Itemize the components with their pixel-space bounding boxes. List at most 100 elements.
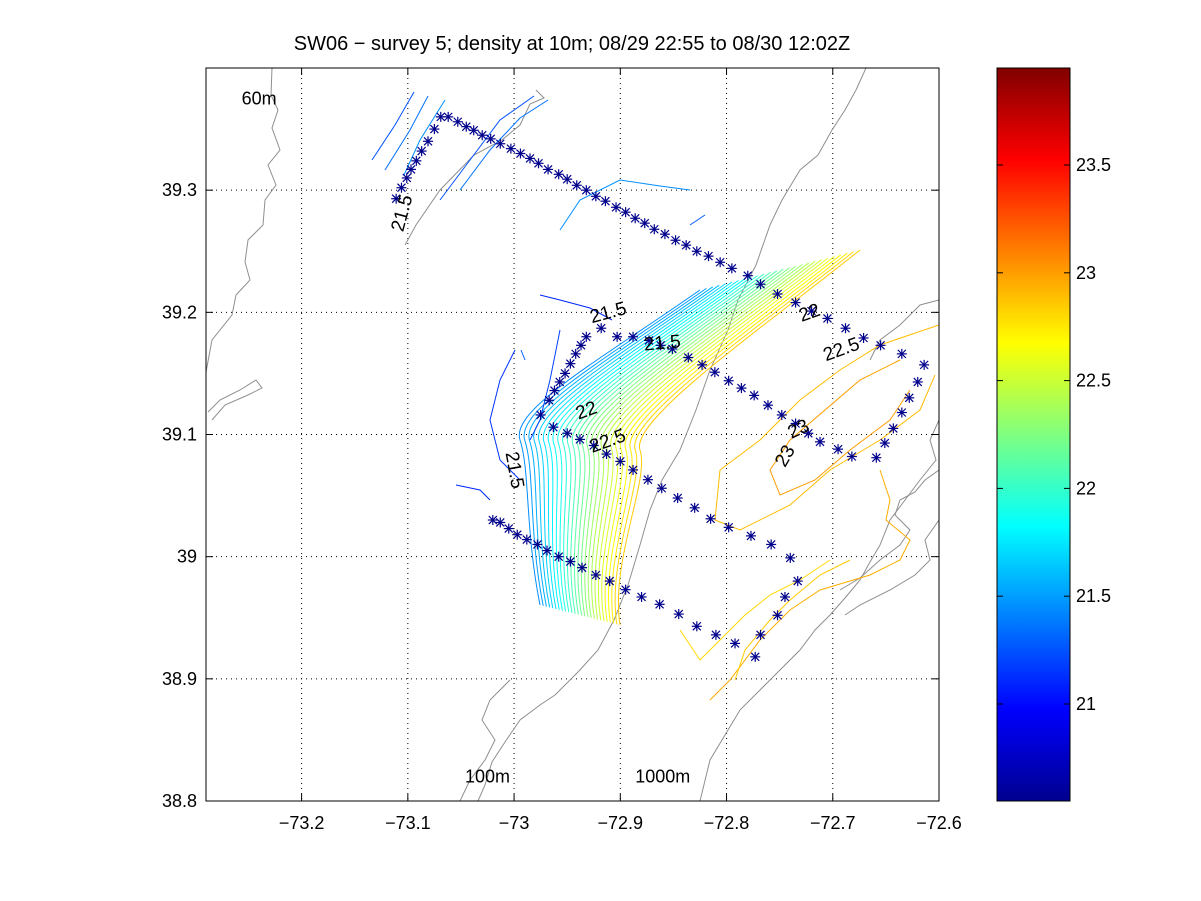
isobath-3 (839, 469, 939, 591)
contour-line (570, 271, 771, 614)
station-marker (554, 376, 565, 387)
station-marker (565, 358, 576, 369)
station-marker (503, 523, 514, 534)
colorbar-tick-label: 21.5 (1076, 586, 1111, 606)
station-marker (612, 331, 623, 342)
isobath-label: 60m (242, 89, 277, 109)
isobath-lines (206, 68, 939, 801)
station-marker (396, 182, 407, 193)
station-marker (904, 392, 915, 403)
station-marker (888, 423, 899, 434)
y-tick-label: 38.9 (162, 669, 197, 689)
station-marker (560, 368, 571, 379)
station-marker (429, 124, 440, 135)
contour-line (604, 256, 835, 622)
colorbar-tick-label: 22 (1076, 478, 1096, 498)
station-marker (562, 428, 573, 439)
contour-line (523, 287, 707, 606)
station-marker (745, 530, 756, 541)
station-marker (755, 279, 766, 290)
station-marker (642, 474, 653, 485)
station-marker (543, 164, 554, 175)
station-marker (681, 240, 692, 251)
isobath-60m-patch (207, 379, 263, 421)
y-tick-label: 39 (177, 547, 197, 567)
station-marker (553, 551, 564, 562)
contour-line (439, 95, 535, 201)
x-tick-label: −73 (499, 813, 530, 833)
station-marker (590, 569, 601, 580)
contour-line (518, 289, 701, 606)
plot-area (206, 68, 939, 801)
station-marker (562, 174, 573, 185)
station-marker (505, 143, 516, 154)
contour-line (547, 279, 739, 610)
y-tick-label: 39.1 (162, 425, 197, 445)
station-marker (703, 251, 714, 262)
station-marker (553, 169, 564, 180)
station-marker (636, 591, 647, 602)
station-marker (846, 451, 857, 462)
station-marker (785, 552, 796, 563)
station-marker (726, 263, 737, 274)
isobath-labels: 60m 100m 1000m (242, 89, 691, 787)
station-marker (611, 202, 622, 213)
station-marker (600, 196, 611, 207)
isobath-1000m (477, 68, 867, 801)
station-marker (628, 464, 639, 475)
station-marker (670, 235, 681, 246)
contour-line (607, 254, 842, 623)
station-marker (833, 444, 844, 455)
colorbar-axis: 21 21.5 22 22.5 23 23.5 (997, 155, 1111, 714)
station-marker (570, 348, 581, 359)
contour-line (539, 294, 613, 321)
contour-line (709, 469, 911, 701)
station-marker (423, 136, 434, 147)
contour-line (552, 278, 746, 611)
contour-line (538, 283, 726, 609)
station-marker (416, 146, 427, 157)
station-marker (581, 331, 592, 342)
station-marker (487, 515, 498, 526)
x-tick-label: −72.8 (704, 813, 750, 833)
station-marker (683, 352, 694, 363)
station-marker (628, 331, 639, 342)
station-marker (776, 409, 787, 420)
station-marker (515, 148, 526, 159)
station-marker (858, 332, 869, 343)
station-marker (544, 395, 555, 406)
station-marker (577, 562, 588, 573)
colorbar-tick-label: 23.5 (1076, 155, 1111, 175)
station-marker (575, 340, 586, 351)
isobath-4 (844, 519, 939, 616)
station-marker (723, 375, 734, 386)
station-marker (630, 213, 641, 224)
station-marker (512, 529, 523, 540)
contour-line (371, 91, 415, 161)
station-marker (697, 359, 708, 370)
chart-title: SW06 − survey 5; density at 10m; 08/29 2… (294, 33, 850, 55)
station-marker (689, 502, 700, 513)
y-axis: 38.8 38.9 39 39.1 39.2 39.3 (162, 180, 939, 811)
contour-line (734, 559, 851, 681)
station-marker (485, 133, 496, 144)
station-marker (535, 409, 546, 420)
station-markers (391, 111, 930, 662)
station-marker (581, 185, 592, 196)
x-tick-label: −73.1 (385, 813, 431, 833)
isobath-2 (699, 419, 939, 801)
station-marker (723, 522, 734, 533)
contour-line (617, 249, 861, 626)
station-marker (435, 111, 446, 122)
station-marker (574, 434, 585, 445)
station-marker (643, 335, 654, 346)
station-marker (639, 218, 650, 229)
contour-line (611, 252, 848, 624)
station-marker (730, 638, 741, 649)
station-marker (766, 539, 777, 550)
station-marker (542, 545, 553, 556)
station-marker (659, 229, 670, 240)
station-marker (604, 576, 615, 587)
station-marker (649, 224, 660, 235)
y-tick-label: 39.3 (162, 180, 197, 200)
